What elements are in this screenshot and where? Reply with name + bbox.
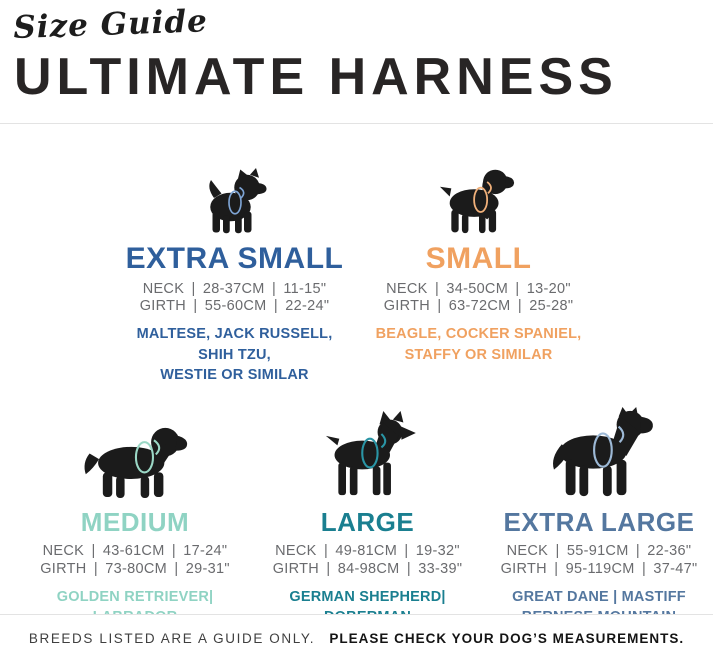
girth-measurement: GIRTH | 84-98CM | 33-39" (272, 560, 463, 577)
footer-note: BREEDS LISTED ARE A GUIDE ONLY. PLEASE C… (0, 614, 713, 667)
harness-outline (227, 186, 244, 215)
size-card-extra-small: EXTRA SMALL NECK | 28-37CM | 11-15" GIRT… (118, 162, 352, 386)
measurements-large: NECK | 49-81CM | 19-32" GIRTH | 84-98CM … (250, 543, 485, 578)
spaniel-dog-silhouette (362, 162, 596, 234)
dog-icon-extra-small (208, 167, 266, 233)
dog-icon-extra-large (553, 407, 653, 497)
harness-outline (593, 426, 625, 469)
footer-note-regular: BREEDS LISTED ARE A GUIDE ONLY. (28, 631, 316, 646)
great-dane-dog-silhouette (485, 407, 713, 499)
footer-note-bold: PLEASE CHECK YOUR DOG’S MEASUREMENTS. (329, 631, 685, 646)
girth-measurement: GIRTH | 95-119CM | 37-47" (500, 560, 698, 577)
page-title: ULTIMATE HARNESS (14, 48, 618, 106)
size-card-extra-large: EXTRA LARGE NECK | 55-91CM | 22-36" GIRT… (485, 407, 713, 668)
girth-measurement: GIRTH | 63-72CM | 25-28" (383, 297, 574, 314)
girth-measurement: GIRTH | 73-80CM | 29-31" (40, 560, 230, 577)
doberman-dog-silhouette (250, 407, 485, 499)
harness-outline (360, 433, 386, 469)
breeds-small: BEAGLE, COCKER SPANIEL, STAFFY OR SIMILA… (375, 326, 582, 363)
size-title-small: SMALL (425, 241, 532, 275)
dog-icon-medium (84, 428, 188, 499)
neck-measurement: NECK | 49-81CM | 19-32" (275, 543, 460, 560)
size-title-large: LARGE (320, 507, 415, 538)
size-card-small: SMALL NECK | 34-50CM | 13-20" GIRTH | 63… (362, 162, 596, 386)
measurements-extra-large: NECK | 55-91CM | 22-36" GIRTH | 95-119CM… (485, 543, 713, 578)
measurements-small: NECK | 34-50CM | 13-20" GIRTH | 63-72CM … (362, 281, 596, 316)
harness-outline (472, 180, 492, 213)
script-title: Size Guide (12, 3, 209, 46)
harness-outline (134, 439, 161, 474)
neck-measurement: NECK | 55-91CM | 22-36" (506, 543, 692, 560)
neck-measurement: NECK | 43-61CM | 17-24" (42, 543, 228, 560)
size-title-extra-large: EXTRA LARGE (503, 507, 695, 538)
breeds-extra-small: MALTESE, JACK RUSSELL, SHIH TZU, WESTIE … (136, 326, 333, 383)
dog-icon-small (439, 169, 514, 233)
footer-note-spacer (320, 631, 325, 646)
girth-measurement: GIRTH | 55-60CM | 22-24" (139, 297, 330, 314)
size-title-medium: MEDIUM (80, 507, 190, 538)
neck-measurement: NECK | 34-50CM | 13-20" (386, 280, 571, 297)
measurements-extra-small: NECK | 28-37CM | 11-15" GIRTH | 55-60CM … (118, 281, 352, 316)
size-title-extra-small: EXTRA SMALL (125, 241, 344, 275)
labrador-dog-silhouette (20, 407, 250, 499)
neck-measurement: NECK | 28-37CM | 11-15" (142, 280, 327, 297)
terrier-dog-silhouette (118, 162, 352, 234)
header: Size Guide ULTIMATE HARNESS (0, 0, 713, 105)
dog-icon-large (325, 411, 416, 496)
size-row-1: EXTRA SMALL NECK | 28-37CM | 11-15" GIRT… (0, 162, 713, 386)
measurements-medium: NECK | 43-61CM | 17-24" GIRTH | 73-80CM … (20, 543, 250, 578)
top-divider (0, 122, 713, 124)
